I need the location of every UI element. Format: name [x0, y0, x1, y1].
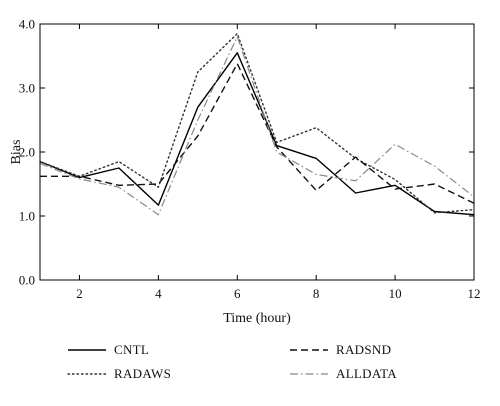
plot-frame	[39, 23, 475, 281]
legend-label-radsnd: RADSND	[336, 342, 391, 357]
legend-label-alldata: ALLDATA	[336, 366, 397, 381]
y-tick-label: 0.0	[19, 273, 35, 288]
x-axis-label: Time (hour)	[223, 311, 291, 326]
legend-label-radaws: RADAWS	[114, 366, 171, 381]
y-tick-label: 3.0	[19, 81, 35, 96]
x-tick-label: 10	[389, 286, 402, 301]
y-tick-label: 1.0	[19, 209, 35, 224]
x-tick-label: 8	[313, 286, 320, 301]
series-line-alldata	[39, 36, 475, 216]
y-axis-label: Bias	[9, 140, 24, 165]
y-tick-label: 4.0	[19, 17, 35, 32]
legend: CNTL RADSND RADAWS ALLDATA	[67, 342, 397, 381]
y-tick-label: 2.0	[19, 145, 35, 160]
series-line-radaws	[39, 32, 475, 214]
axis-ticks: 2 4 6 8 10 12 0.0 1.0 2.0 3.0 4.0	[19, 17, 481, 302]
series-line-cntl	[39, 52, 475, 216]
series-line-radsnd	[40, 63, 475, 204]
x-tick-label: 4	[155, 286, 162, 301]
legend-label-cntl: CNTL	[114, 342, 149, 357]
x-tick-label: 2	[76, 286, 83, 301]
x-tick-label: 6	[234, 286, 241, 301]
plot-area	[39, 32, 475, 216]
x-tick-label: 12	[468, 286, 481, 301]
